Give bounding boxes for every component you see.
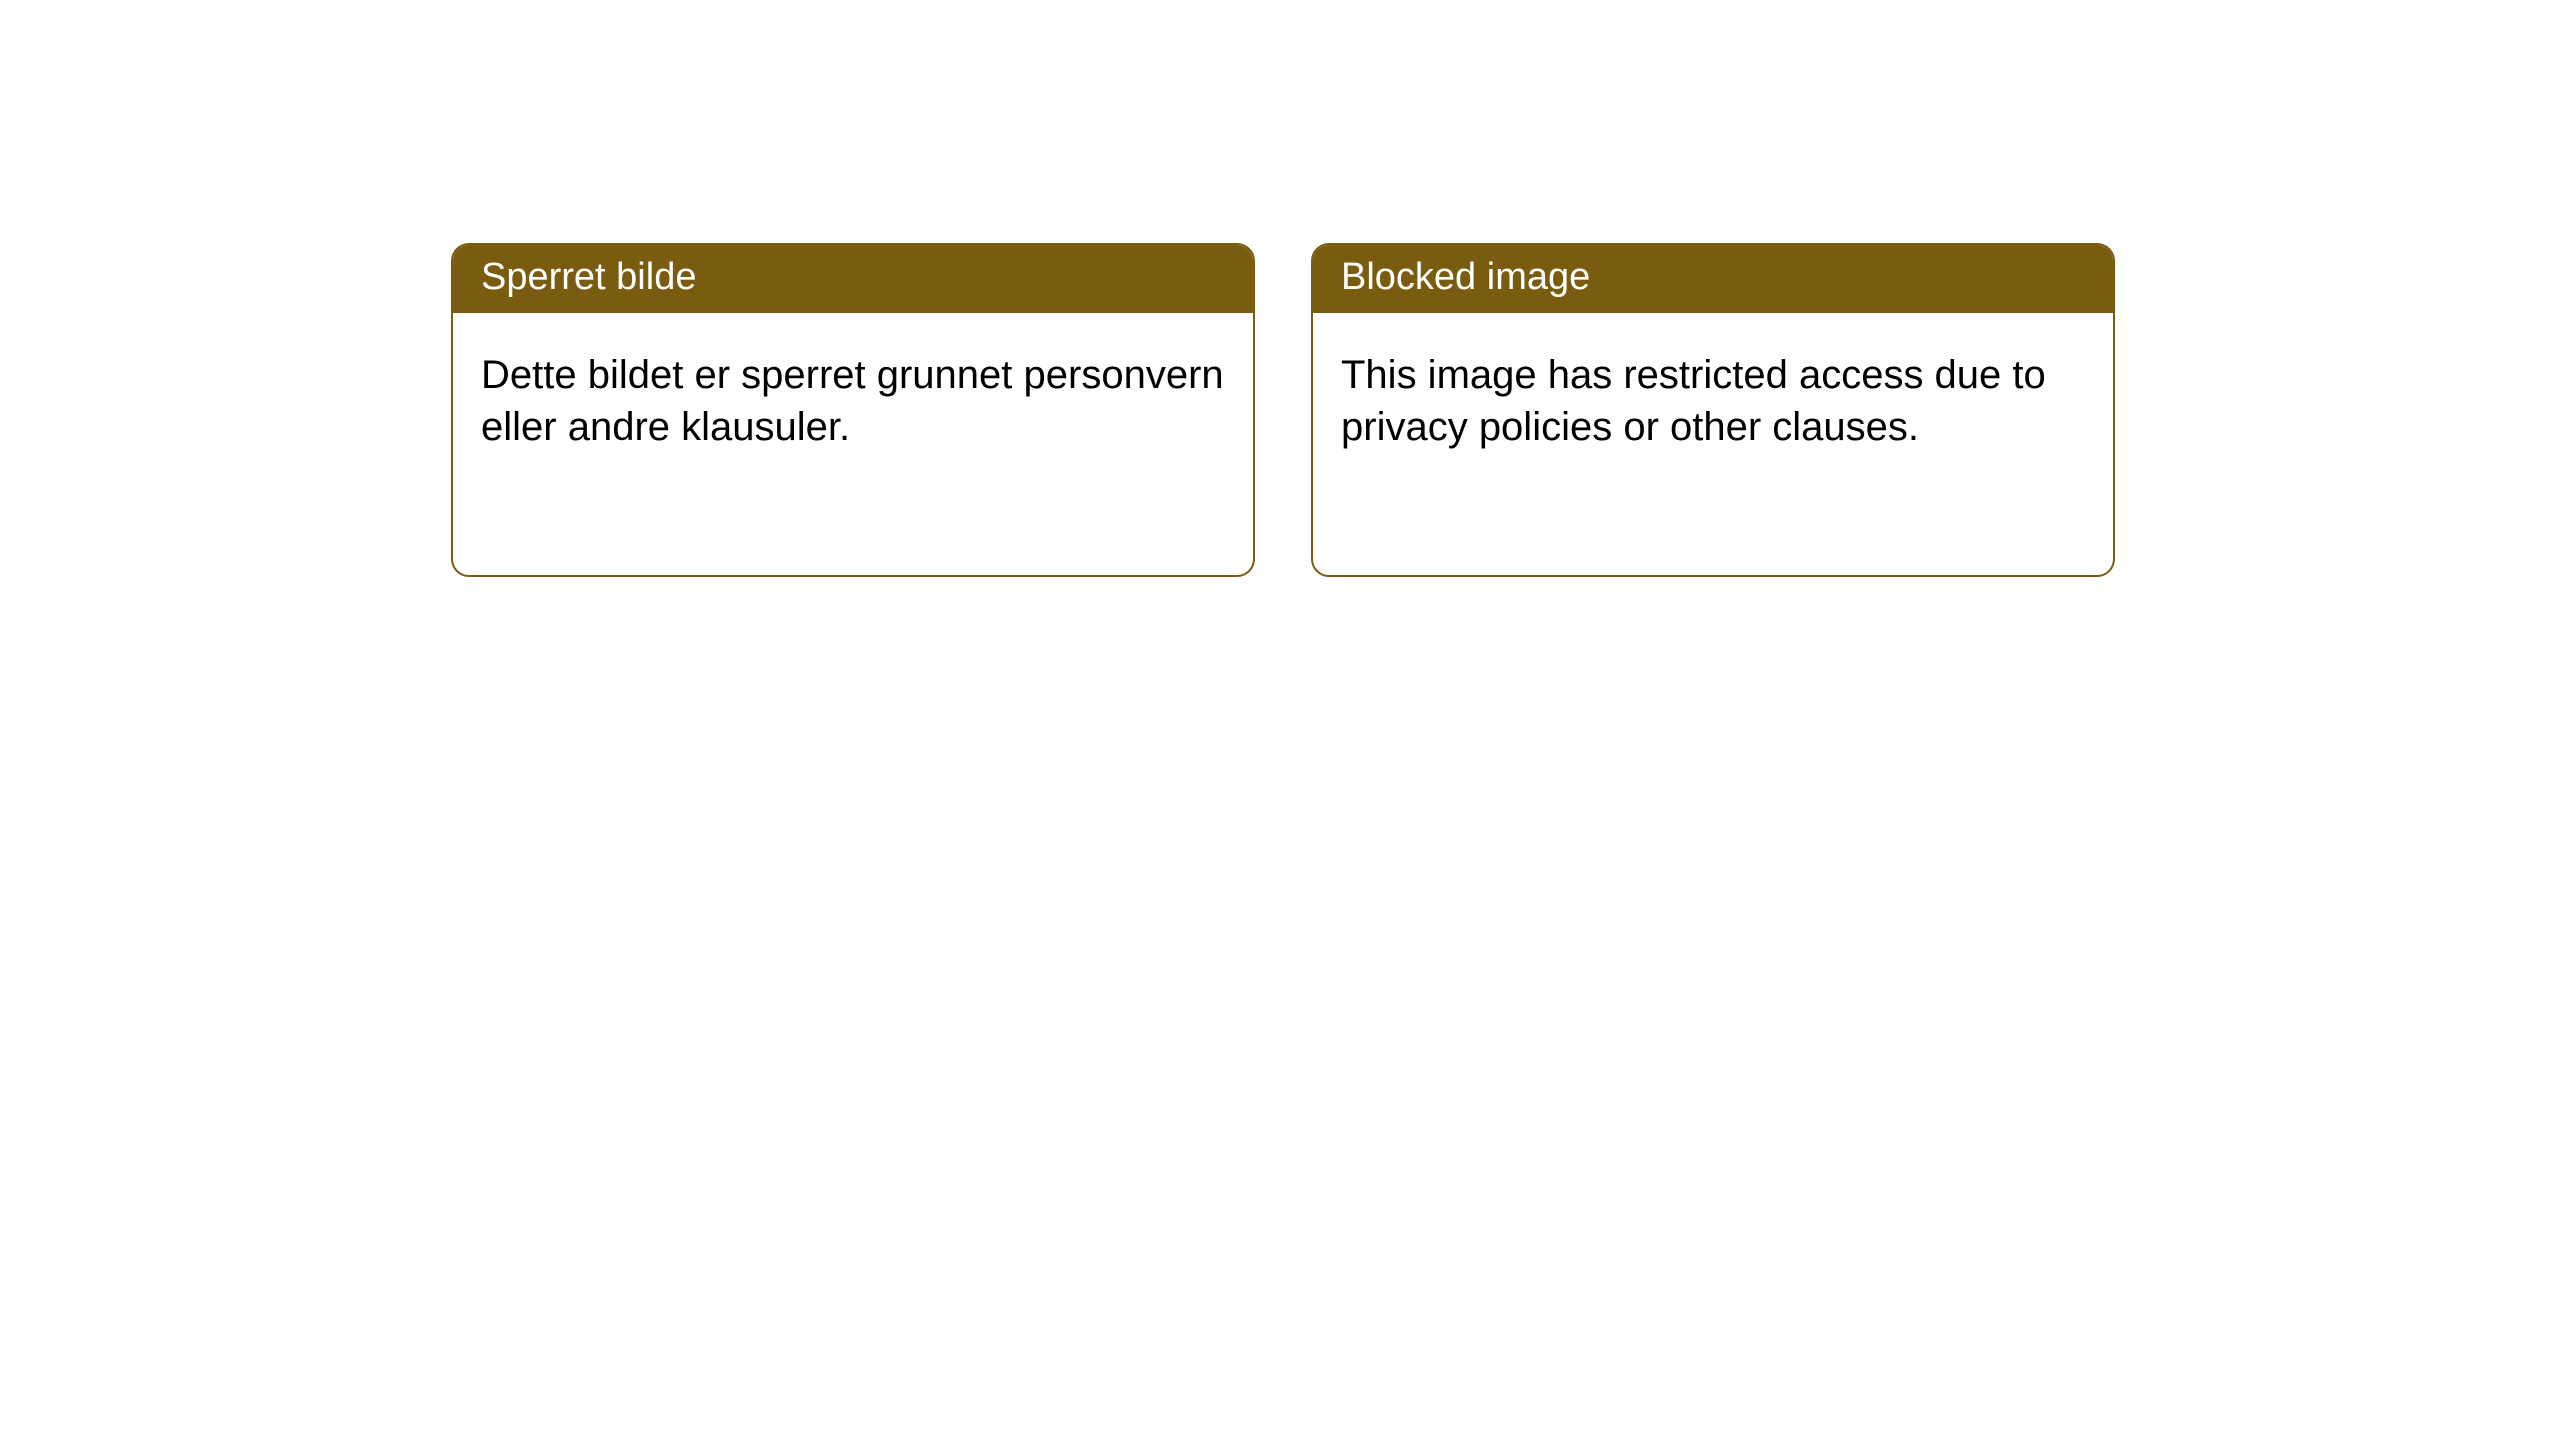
notice-card-title-en: Blocked image xyxy=(1313,245,2113,313)
notice-card-en: Blocked image This image has restricted … xyxy=(1311,243,2115,577)
notice-card-no: Sperret bilde Dette bildet er sperret gr… xyxy=(451,243,1255,577)
notice-card-body-en: This image has restricted access due to … xyxy=(1313,313,2113,481)
notice-container: Sperret bilde Dette bildet er sperret gr… xyxy=(451,243,2115,577)
notice-card-body-no: Dette bildet er sperret grunnet personve… xyxy=(453,313,1253,481)
notice-card-title-no: Sperret bilde xyxy=(453,245,1253,313)
